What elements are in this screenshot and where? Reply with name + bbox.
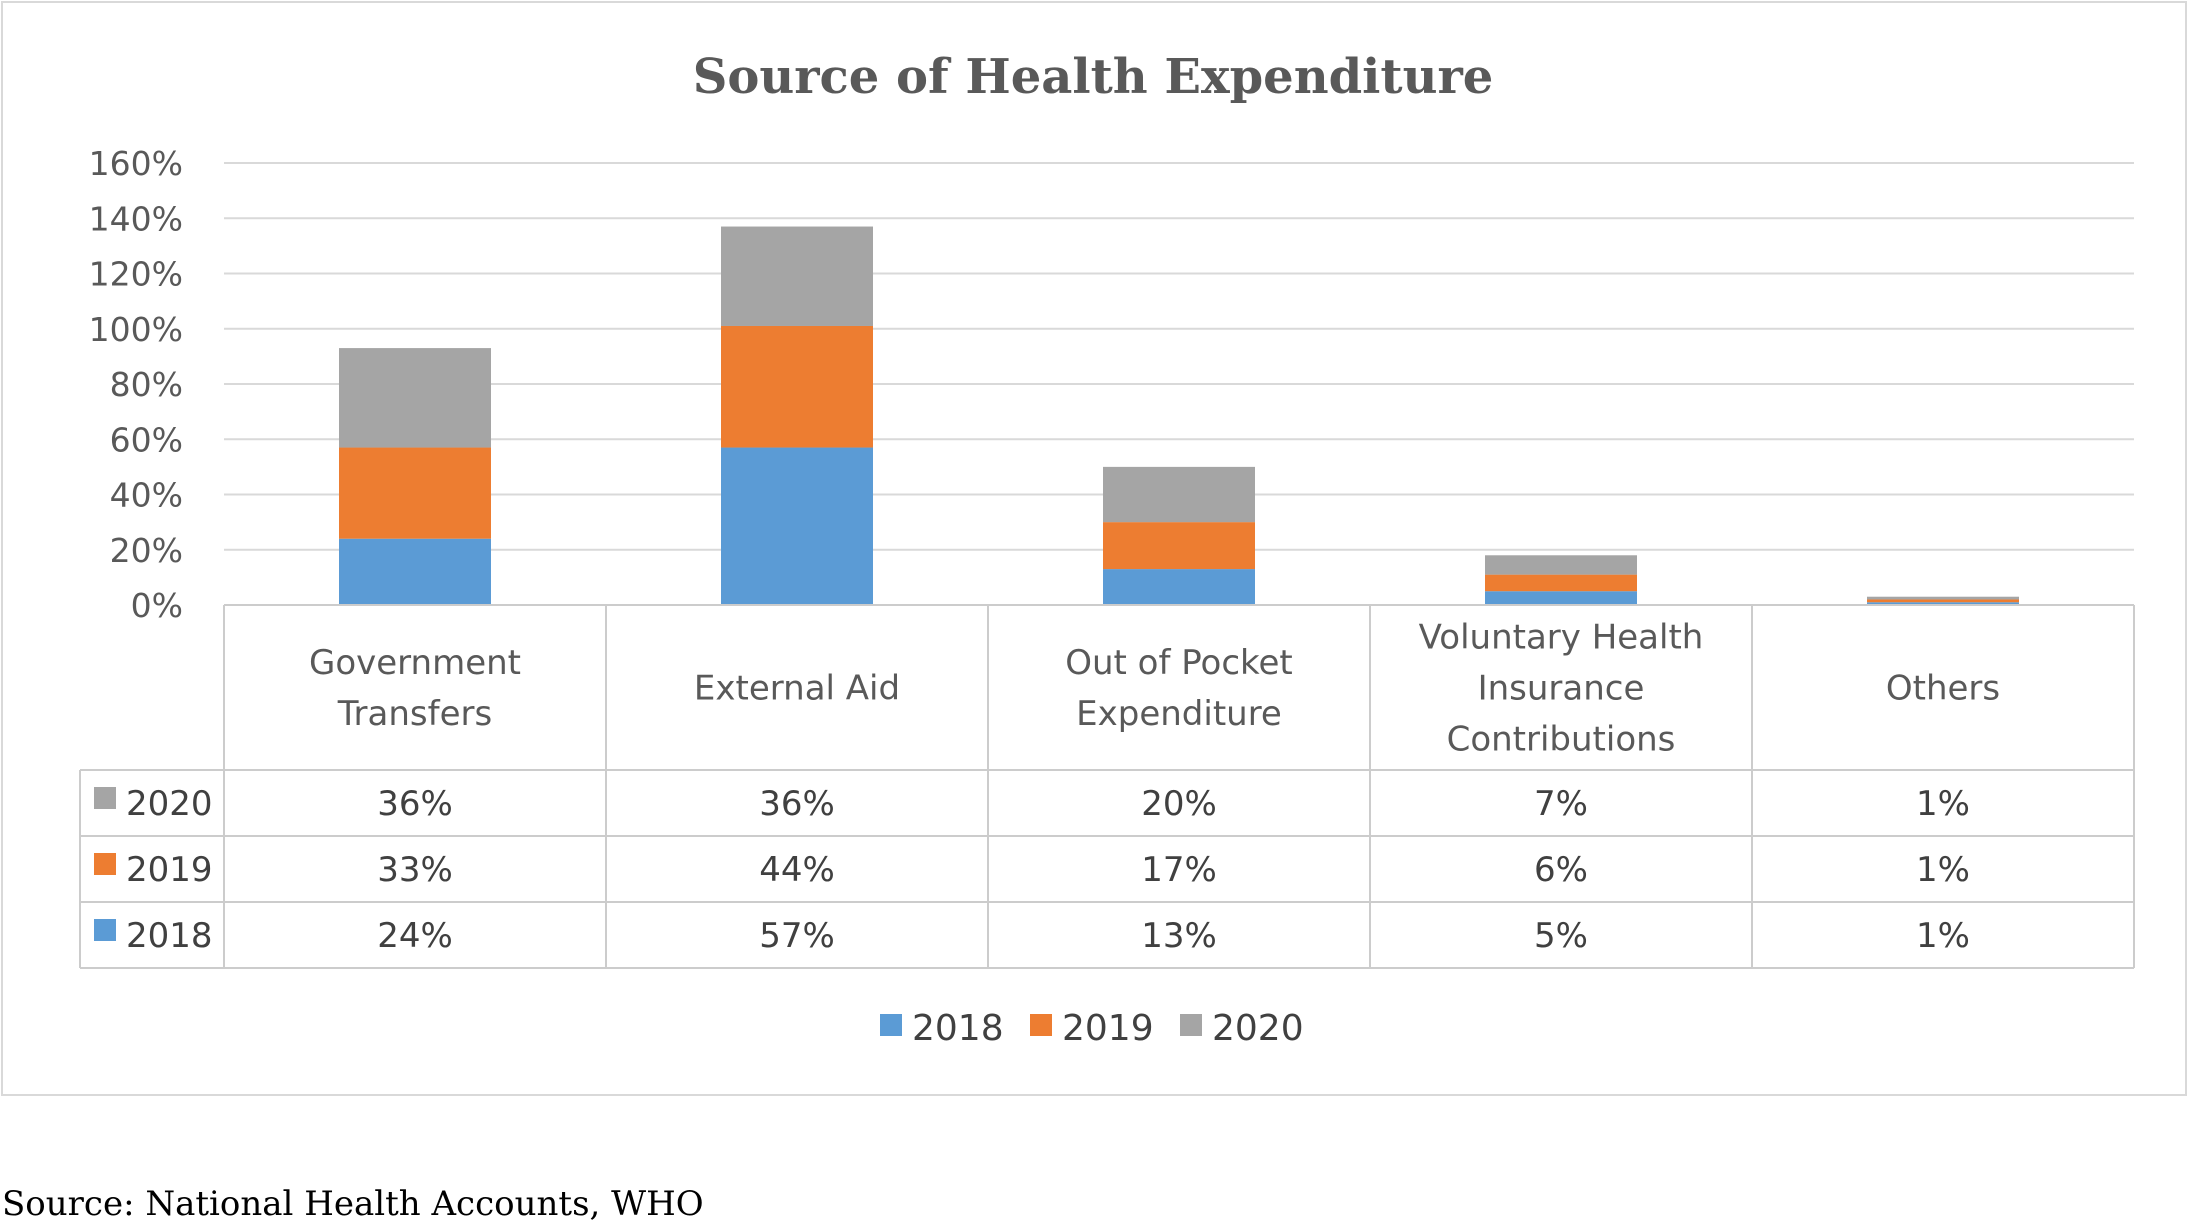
category-label: External Aid	[694, 669, 900, 709]
table-cell: 57%	[759, 916, 835, 956]
y-tick-label: 160%	[89, 144, 183, 183]
category-label: Insurance	[1478, 669, 1645, 709]
legend-key-2019	[1030, 1014, 1052, 1036]
y-tick-label: 40%	[110, 476, 183, 515]
bar-2019	[721, 325, 873, 448]
bar-2019	[1103, 522, 1255, 570]
category-label: Government	[309, 643, 521, 683]
bar-2018	[1485, 591, 1637, 605]
category-label: Voluntary Health	[1419, 618, 1704, 658]
bar-2020	[1103, 466, 1255, 523]
category-label: Expenditure	[1076, 694, 1282, 734]
table-cell: 1%	[1916, 850, 1970, 890]
table-cell: 13%	[1141, 916, 1217, 956]
legend-key-2018	[880, 1014, 902, 1036]
bar-2019	[339, 447, 491, 539]
table-cell: 5%	[1534, 916, 1588, 956]
bar-2018	[339, 538, 491, 605]
table-cell: 1%	[1916, 916, 1970, 956]
table-row-key-2018	[94, 919, 116, 941]
table-row-key-2019	[94, 853, 116, 875]
y-axis-ticks: 0% 20% 40% 60% 80% 100% 120% 140% 160%	[89, 144, 183, 625]
table-cell: 24%	[377, 916, 453, 956]
data-table: Government Transfers External Aid Out of Po…	[79, 604, 2135, 969]
legend-label: 2018	[912, 1008, 1004, 1049]
y-tick-label: 60%	[110, 420, 183, 459]
bar-2018	[1867, 602, 2019, 605]
table-cell: 6%	[1534, 850, 1588, 890]
table-cell: 17%	[1141, 850, 1217, 890]
table-cell: 44%	[759, 850, 835, 890]
table-row-label: 2019	[126, 850, 213, 890]
table-cell: 36%	[759, 784, 835, 824]
table-cell: 20%	[1141, 784, 1217, 824]
table-cell: 7%	[1534, 784, 1588, 824]
table-cell: 36%	[377, 784, 453, 824]
y-tick-label: 140%	[89, 199, 183, 238]
table-row-label: 2018	[126, 916, 213, 956]
y-tick-label: 20%	[110, 531, 183, 570]
bar-2019	[1867, 599, 2019, 603]
legend-key-2020	[1180, 1014, 1202, 1036]
legend-label: 2019	[1062, 1008, 1154, 1049]
table-row-label: 2020	[126, 784, 213, 824]
bar-2019	[1485, 574, 1637, 592]
table-cell: 1%	[1916, 784, 1970, 824]
table-row-key-2020	[94, 787, 116, 809]
bar-2020	[1867, 596, 2019, 600]
bar-2020	[721, 226, 873, 326]
y-tick-label: 100%	[89, 310, 183, 349]
bar-2020	[1485, 555, 1637, 575]
bars	[339, 226, 2019, 605]
bar-2018	[721, 447, 873, 605]
y-tick-label: 0%	[131, 586, 183, 625]
category-label: Out of Pocket	[1065, 643, 1293, 683]
bar-2020	[339, 348, 491, 448]
y-tick-label: 80%	[110, 365, 183, 404]
chart-title: Source of Health Expenditure	[693, 49, 1494, 105]
category-label: Transfers	[337, 694, 492, 734]
bar-2018	[1103, 569, 1255, 605]
gridlines	[224, 162, 2134, 551]
source-note: Source: National Health Accounts, WHO	[2, 1184, 704, 1221]
category-label: Others	[1886, 669, 2000, 709]
legend: 2018 2019 2020	[880, 1008, 1304, 1049]
category-label: Contributions	[1447, 720, 1676, 760]
legend-label: 2020	[1212, 1008, 1304, 1049]
y-tick-label: 120%	[89, 255, 183, 294]
table-cell: 33%	[377, 850, 453, 890]
